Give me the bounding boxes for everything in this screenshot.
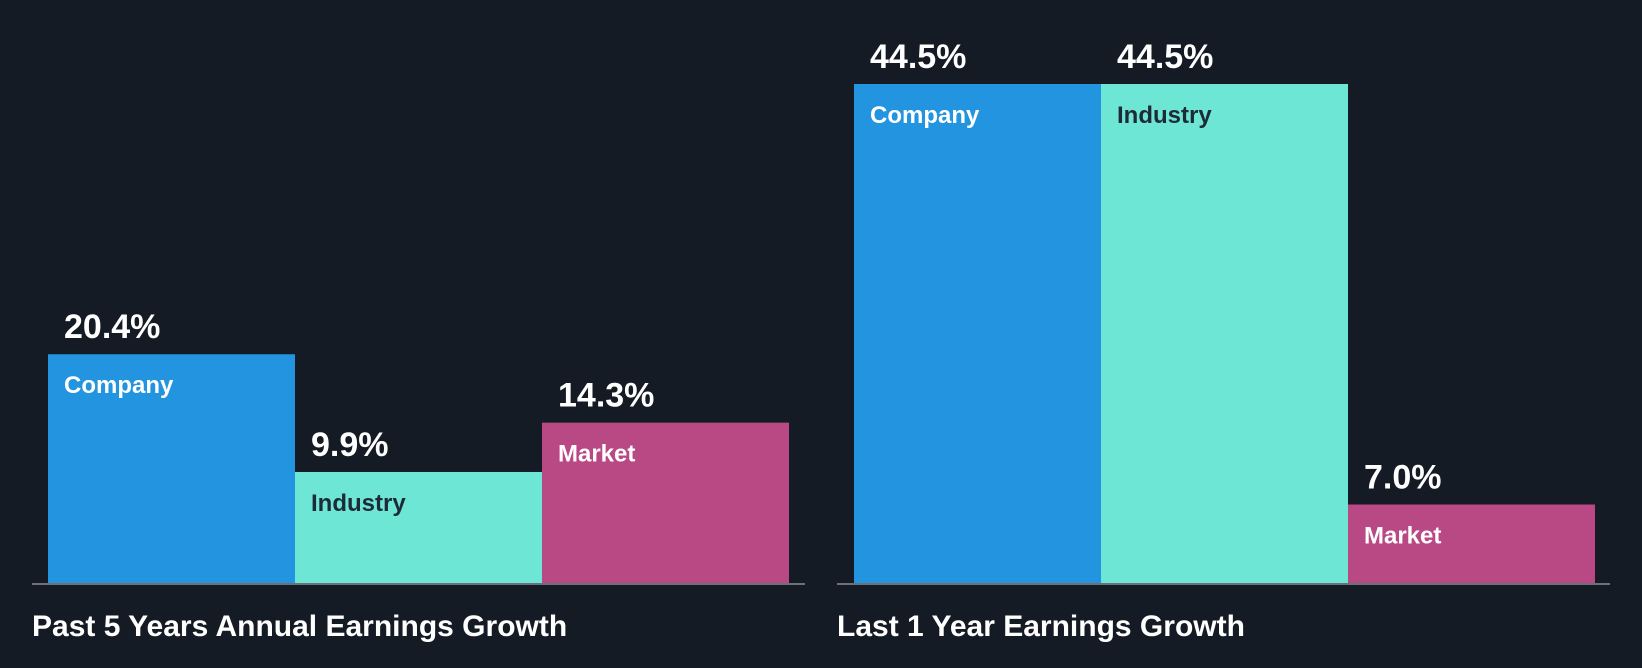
value-label-company: 20.4% (64, 308, 160, 346)
category-label-market: Market (1364, 523, 1441, 550)
category-label-company: Company (870, 102, 980, 129)
bar-industry (1101, 84, 1348, 583)
panel-last-1-year: Last 1 Year Earnings Growth 44.5% Company… (837, 38, 1610, 643)
value-label-market: 14.3% (558, 377, 654, 415)
category-label-industry: Industry (1117, 102, 1212, 129)
panel-past-5-years: Past 5 Years Annual Earnings Growth 20.4… (32, 308, 805, 643)
value-label-company: 44.5% (870, 38, 966, 76)
chart-title-last-1-year: Last 1 Year Earnings Growth (837, 610, 1245, 643)
value-label-market: 7.0% (1364, 459, 1442, 497)
category-label-industry: Industry (311, 490, 406, 517)
chart-title-past-5-years: Past 5 Years Annual Earnings Growth (32, 610, 567, 643)
category-label-company: Company (64, 372, 174, 399)
category-label-market: Market (558, 441, 635, 468)
bar-company (854, 84, 1101, 583)
bar-company (48, 354, 295, 583)
bar-market (1348, 504, 1595, 583)
value-label-industry: 44.5% (1117, 38, 1213, 76)
bar-market (542, 422, 789, 583)
bar-industry (295, 471, 542, 583)
value-label-industry: 9.9% (311, 426, 389, 464)
